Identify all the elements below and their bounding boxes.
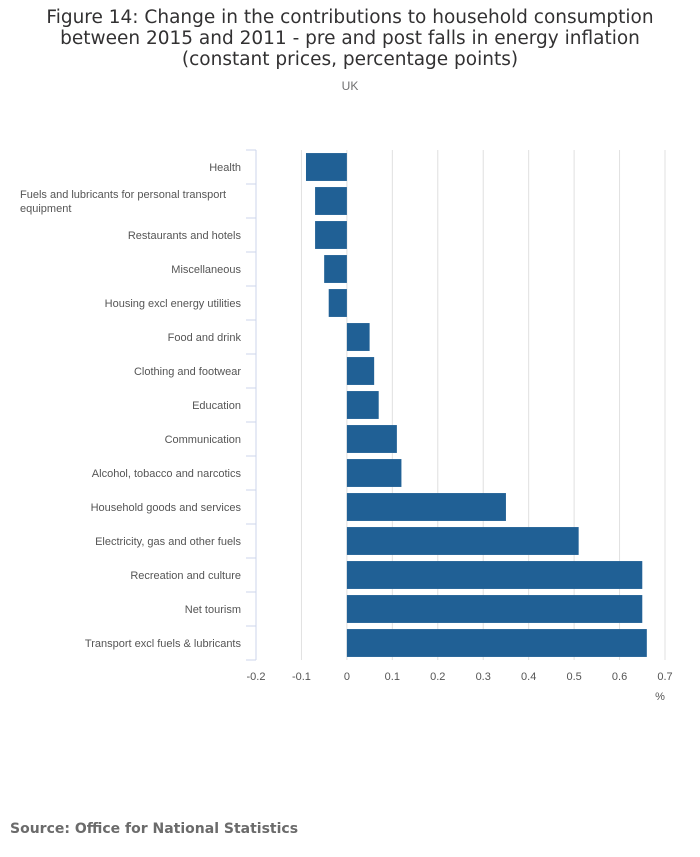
bar <box>346 595 643 623</box>
x-tick-label: 0 <box>344 671 350 683</box>
bar <box>324 255 347 283</box>
bars <box>305 153 647 657</box>
x-tick-label: 0.6 <box>612 671 627 683</box>
x-axis: -0.2 -0.1 0 0.1 0.2 0.3 0.4 0.5 0.6 0.7% <box>247 671 673 703</box>
y-axis: Health Fuels and lubricants for personal … <box>20 149 257 661</box>
category-label: Electricity, gas and other fuels <box>95 536 241 548</box>
bar <box>346 527 579 555</box>
category-label: Household goods and services <box>91 502 242 514</box>
bar <box>346 459 402 487</box>
bar <box>315 187 347 215</box>
bar <box>346 561 643 589</box>
x-tick-label: 0.3 <box>476 671 491 683</box>
category-label: Recreation and culture <box>130 570 241 582</box>
x-tick-label: 0.7 <box>657 671 672 683</box>
x-tick-label: 0.4 <box>521 671 536 683</box>
bar <box>346 357 375 385</box>
category-label: Fuels and lubricants for personal transp… <box>20 189 226 201</box>
bar <box>346 425 397 453</box>
bar <box>346 323 370 351</box>
category-label: Miscellaneous <box>171 264 241 276</box>
bar <box>346 391 379 419</box>
x-axis-title: % <box>655 691 665 703</box>
bar <box>346 493 506 521</box>
category-label: Communication <box>165 434 241 446</box>
category-label: Net tourism <box>185 604 241 616</box>
category-label: Education <box>192 400 241 412</box>
bar <box>328 289 347 317</box>
category-label: Food and drink <box>168 332 242 344</box>
chart-subtitle: UK <box>341 79 359 93</box>
category-label: equipment <box>20 203 71 215</box>
x-tick-label: -0.1 <box>292 671 311 683</box>
category-label: Restaurants and hotels <box>128 230 242 242</box>
bar <box>315 221 347 249</box>
bar <box>305 153 347 181</box>
x-tick-label: 0.1 <box>385 671 400 683</box>
category-label: Alcohol, tobacco and narcotics <box>92 468 242 480</box>
category-label: Transport excl fuels & lubricants <box>85 638 242 650</box>
x-tick-label: -0.2 <box>247 671 266 683</box>
x-tick-label: 0.2 <box>430 671 445 683</box>
category-label: Health <box>209 162 241 174</box>
category-label: Clothing and footwear <box>134 366 241 378</box>
source-note: Source: Office for National Statistics <box>10 821 299 837</box>
category-label: Housing excl energy utilities <box>105 298 242 310</box>
chart-title: Figure 14: Change in the contributions t… <box>46 7 654 70</box>
x-tick-label: 0.5 <box>566 671 581 683</box>
bar <box>346 629 647 657</box>
